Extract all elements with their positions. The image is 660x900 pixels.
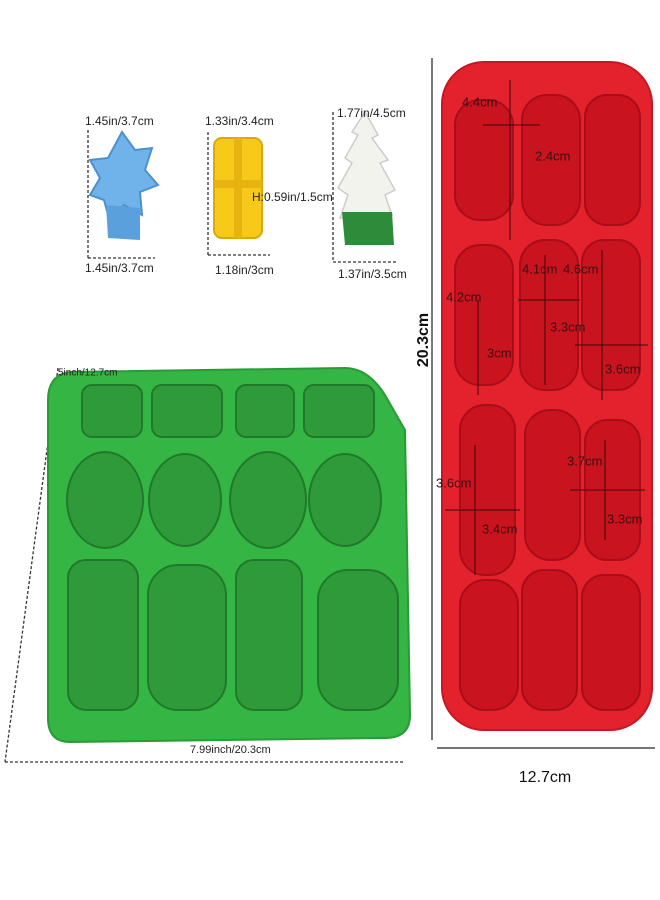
label: 4.4cm: [462, 94, 497, 109]
green-tray: 5inch/12.7cm 7.99inch/20.3cm: [4, 366, 412, 763]
label: 1.33in/3.4cm: [205, 114, 274, 128]
label: 3cm: [487, 345, 512, 360]
label: 12.7cm: [519, 769, 571, 786]
tree-piece: 1.77in/4.5cm 1.37in/3.5cm: [332, 106, 407, 281]
label: 3.4cm: [482, 521, 517, 536]
label: 3.7cm: [567, 453, 602, 468]
snowflake-piece: 1.45in/3.7cm 1.45in/3.7cm: [85, 114, 160, 275]
label: 4.6cm: [563, 261, 598, 276]
label: 3.3cm: [550, 319, 585, 334]
label: 3.3cm: [607, 511, 642, 526]
label: 1.18in/3cm: [215, 263, 274, 277]
label: H:0.59in/1.5cm: [252, 190, 333, 204]
red-tray: 4.4cm 2.4cm 4.2cm 4.1cm 4.6cm 3.3cm 3cm …: [415, 58, 655, 786]
gift-piece: 1.33in/3.4cm H:0.59in/1.5cm 1.18in/3cm: [205, 114, 333, 277]
label: 1.45in/3.7cm: [85, 261, 154, 275]
label: 20.3cm: [415, 313, 432, 367]
label: 7.99inch/20.3cm: [190, 744, 271, 756]
label: 5inch/12.7cm: [58, 368, 117, 379]
label: 4.2cm: [446, 289, 481, 304]
label: 1.45in/3.7cm: [85, 114, 154, 128]
label: 3.6cm: [605, 361, 640, 376]
label: 1.77in/4.5cm: [337, 106, 406, 120]
label: 2.4cm: [535, 148, 570, 163]
label: 1.37in/3.5cm: [338, 267, 407, 281]
label: 4.1cm: [522, 261, 557, 276]
label: 3.6cm: [436, 475, 471, 490]
